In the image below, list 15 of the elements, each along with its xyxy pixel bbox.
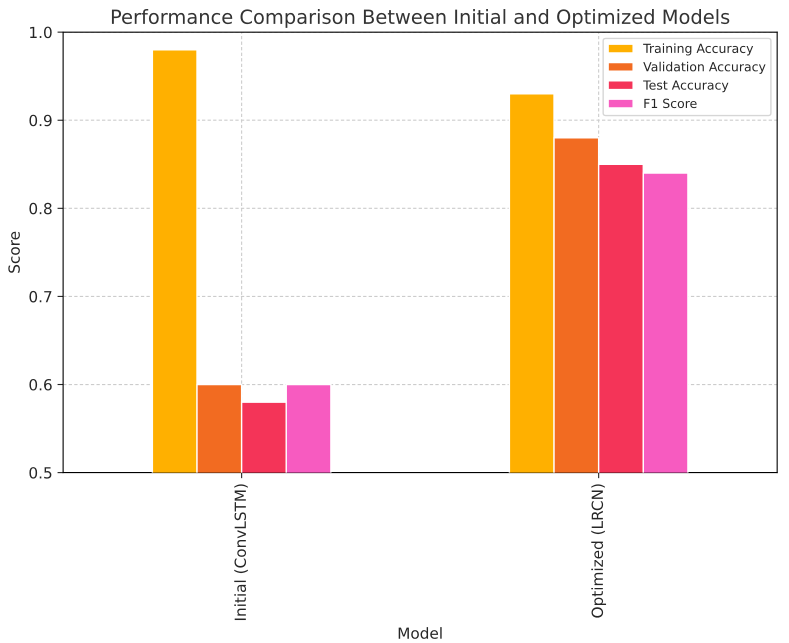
x-axis-title: Model: [398, 627, 442, 639]
x-tick-label: Initial (ConvLSTM): [234, 484, 248, 620]
y-tick-label: 0.6: [29, 378, 52, 391]
legend-label: Test Accuracy: [643, 80, 728, 92]
legend-label: F1 Score: [644, 98, 697, 108]
y-tick-label: 0.7: [29, 290, 52, 302]
y-tick-label: 0.8: [29, 202, 52, 214]
x-tick-label: Optimized (LRCN): [591, 484, 606, 618]
y-axis-title: Score: [8, 232, 20, 273]
y-tick-label: 0.5: [29, 467, 52, 479]
y-tick-label: 1.0: [30, 26, 52, 38]
chart-title: Performance Comparison Between Initial and Optimized Models: [112, 9, 730, 28]
legend-label: Training Accuracy: [643, 43, 754, 56]
legend-label: Validation Accuracy: [643, 62, 766, 74]
y-tick-label: 0.9: [29, 114, 52, 126]
